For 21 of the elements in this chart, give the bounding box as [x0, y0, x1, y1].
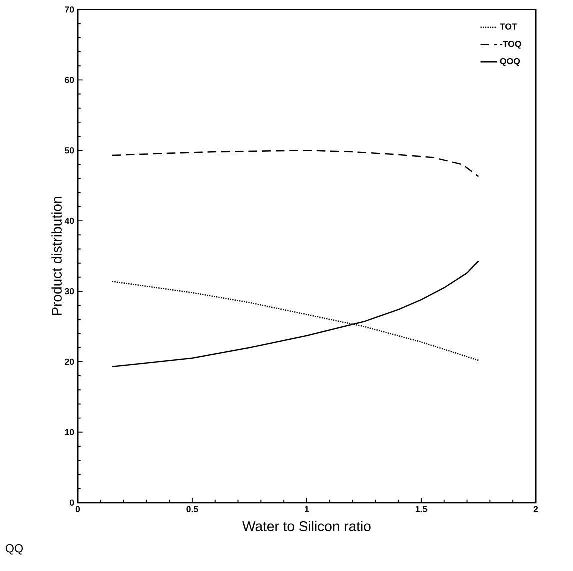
- y-tick-label: 60: [65, 77, 74, 84]
- text: QQ: [6, 544, 24, 555]
- legend-label: TOT: [500, 24, 518, 30]
- x-tick-label: 1: [305, 506, 310, 512]
- y-tick-label: 20: [65, 358, 74, 366]
- x-tick-label: 1.5: [416, 506, 428, 512]
- x-tick-label: 2: [534, 506, 538, 512]
- y-tick-label: 50: [65, 148, 74, 154]
- line-series: [112, 260, 480, 368]
- y-tick-label: 70: [65, 6, 74, 13]
- y-axis-title: Product distribution: [52, 197, 62, 316]
- x-axis-title: Water to Silicon ratio: [242, 521, 371, 532]
- x-tick-label: 0: [76, 506, 80, 512]
- y-tick-label: 30: [64, 288, 74, 295]
- y-tick-label: 0: [70, 500, 74, 506]
- legend-label: -TOQ: [500, 41, 522, 49]
- y-tick-label: 40: [64, 218, 74, 224]
- line-series: [112, 150, 480, 178]
- legend-label: QOQ: [500, 58, 520, 66]
- y-tick-label: 10: [65, 429, 74, 436]
- x-tick-label: 0.5: [186, 506, 198, 512]
